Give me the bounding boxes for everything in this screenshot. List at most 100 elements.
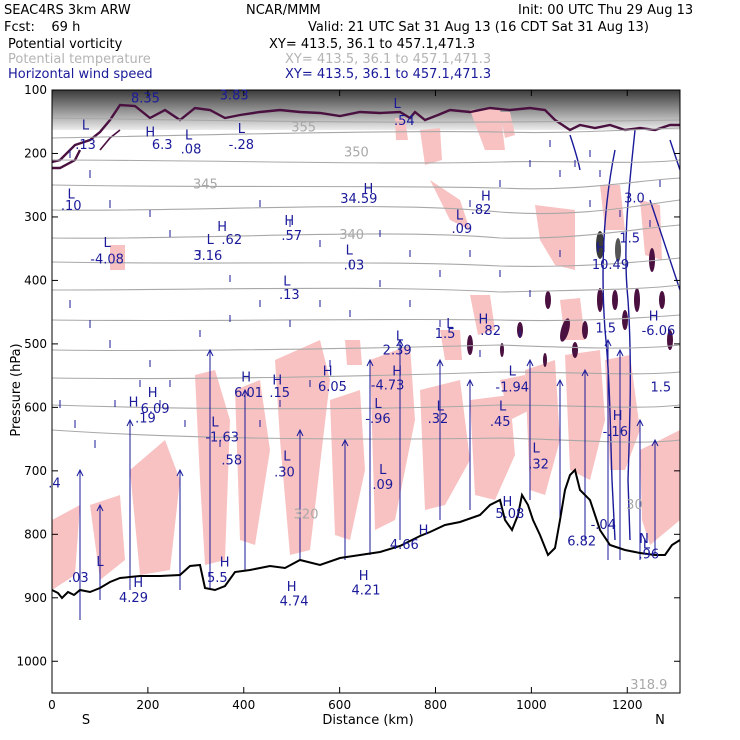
pv-value-label: 8.35 [131,92,160,107]
x-axis: 0 200 400 600 800 1000 1200 [48,90,643,712]
extremum-marker: L [379,463,387,478]
x-tick-label: 200 [136,698,159,712]
pv-value-label: -4.08 [90,252,124,267]
pv-value-label: .82 [480,324,501,339]
pv-value-label: 1.5 [650,381,671,396]
extremum-marker: L [396,330,404,345]
extremum-marker: L [283,450,291,465]
extremum-marker: H [419,523,429,538]
pv-value-label: .10 [61,199,82,214]
pv-labels: 8.35 3.83 .54 6.3 .08 -.28 34.59 .82 .09 3.16.62.… [48,89,675,610]
legend-theta-label: Potential temperature [8,52,151,67]
pv-value-label: -4.73 [371,379,405,394]
pv-value-label: 10.49 [592,258,629,273]
extremum-marker: N [639,532,649,547]
pv-value-label: .62 [221,233,242,248]
pv-value-label: .09 [452,222,473,237]
stratosphere-shading [52,90,680,130]
theta-labels: 355 350 345 340 320 30 318.9 [193,120,667,693]
extremum-marker: L [104,236,112,251]
pv-value-label: .32 [528,457,549,472]
legend-pv-label: Potential vorticity [8,37,123,52]
theta-label: 340 [339,228,364,243]
extremum-marker: L [446,317,454,332]
extremum-marker: L [394,97,402,112]
y-tick-label: 800 [24,527,47,541]
wind-vectors-small [59,140,661,448]
isentropes [52,117,680,443]
extremum-marker: L [238,122,246,137]
extremum-marker: H [392,365,402,380]
extremum-marker: L [96,555,104,570]
y-tick-label: 900 [24,591,47,605]
extremum-marker: H [284,214,294,229]
pv-value-label: 4.29 [119,591,148,606]
extremum-marker: L [643,537,651,552]
pv-value-label: 6.01 [234,386,263,401]
theta-label: 318.9 [630,678,667,693]
extremum-marker: L [374,397,382,412]
x-tick-label: 800 [424,698,447,712]
model-title: SEAC4RS 3km ARW [4,3,131,18]
pv-value-label: -.04 [591,518,616,533]
pv-value-label: -6.06 [642,324,676,339]
pv-value-label: 6.3 [152,138,173,153]
y-tick-label: 600 [24,400,47,414]
terrain-line [51,468,681,600]
x-tick-label: 0 [48,698,56,712]
extremum-marker: H [481,189,491,204]
pv-value-label: .13 [279,288,300,303]
legend-wind-label: Horizontal wind speed [8,67,153,82]
extremum-marker: H [133,576,143,591]
extremum-marker: L [509,365,517,380]
pv-value-label: .09 [372,478,393,493]
pv-value-label: .96 [638,547,659,562]
pv-value-label: .08 [181,142,202,157]
theta-label: 30 [626,498,643,513]
pv-value-label: 4.66 [390,538,419,553]
extremum-marker: H [272,374,282,389]
y-tick-label: 300 [24,210,47,224]
y-tick-label: 100 [24,83,47,97]
pv-value-label: 4.21 [352,584,381,599]
pv-value-label: .30 [274,466,295,481]
x-tick-label: 1000 [516,698,547,712]
plot-frame [51,89,681,694]
pv-value-label: 6.82 [567,535,596,550]
org-label: NCAR/MMM [246,3,321,18]
legend-pv-xy: XY= 413.5, 36.1 to 457.1,471.3 [269,37,476,52]
theta-label: 350 [344,146,369,161]
extremum-marker: L [207,233,215,248]
extremum-marker: L [283,274,291,289]
extremum-marker: H [148,386,158,401]
y-tick-label: 500 [24,337,47,351]
valid-time: Valid: 21 UTC Sat 31 Aug 13 (16 CDT Sat … [308,20,649,35]
pv-value-label: 3.83 [220,89,249,104]
theta-label: 320 [294,507,319,522]
x-tick-label: 600 [328,698,351,712]
pv-value-label: .15 [269,386,290,401]
pv-2pvu-contour [52,103,680,164]
extremum-marker: H [129,396,139,411]
pv-value-label: .19 [135,412,156,427]
extremum-marker: L [533,441,541,456]
pv-value-label: 1.5 [435,327,456,342]
extremum-marker: L [68,188,76,203]
pv-value-label: 1.5 [595,321,616,336]
pv-value-label: 1.5 [619,231,640,246]
x-axis-label: Distance (km) [322,713,413,728]
pv-value-label: 3.0 [624,191,645,206]
pv-shading-convective [52,295,680,590]
pv-value-label: -1.63 [205,431,239,446]
wind-contours [569,129,680,541]
y-tick-label: 200 [24,146,47,160]
pv-value-label: -.28 [229,138,254,153]
extremum-marker: H [613,409,623,424]
pv-high-blobs [467,231,673,367]
endpoint-left: S [82,713,90,728]
pv-value-label: 6.09 [141,402,170,417]
extremum-marker: H [359,569,369,584]
pv-value-label: 6.05 [318,380,347,395]
theta-label: 355 [291,120,316,135]
